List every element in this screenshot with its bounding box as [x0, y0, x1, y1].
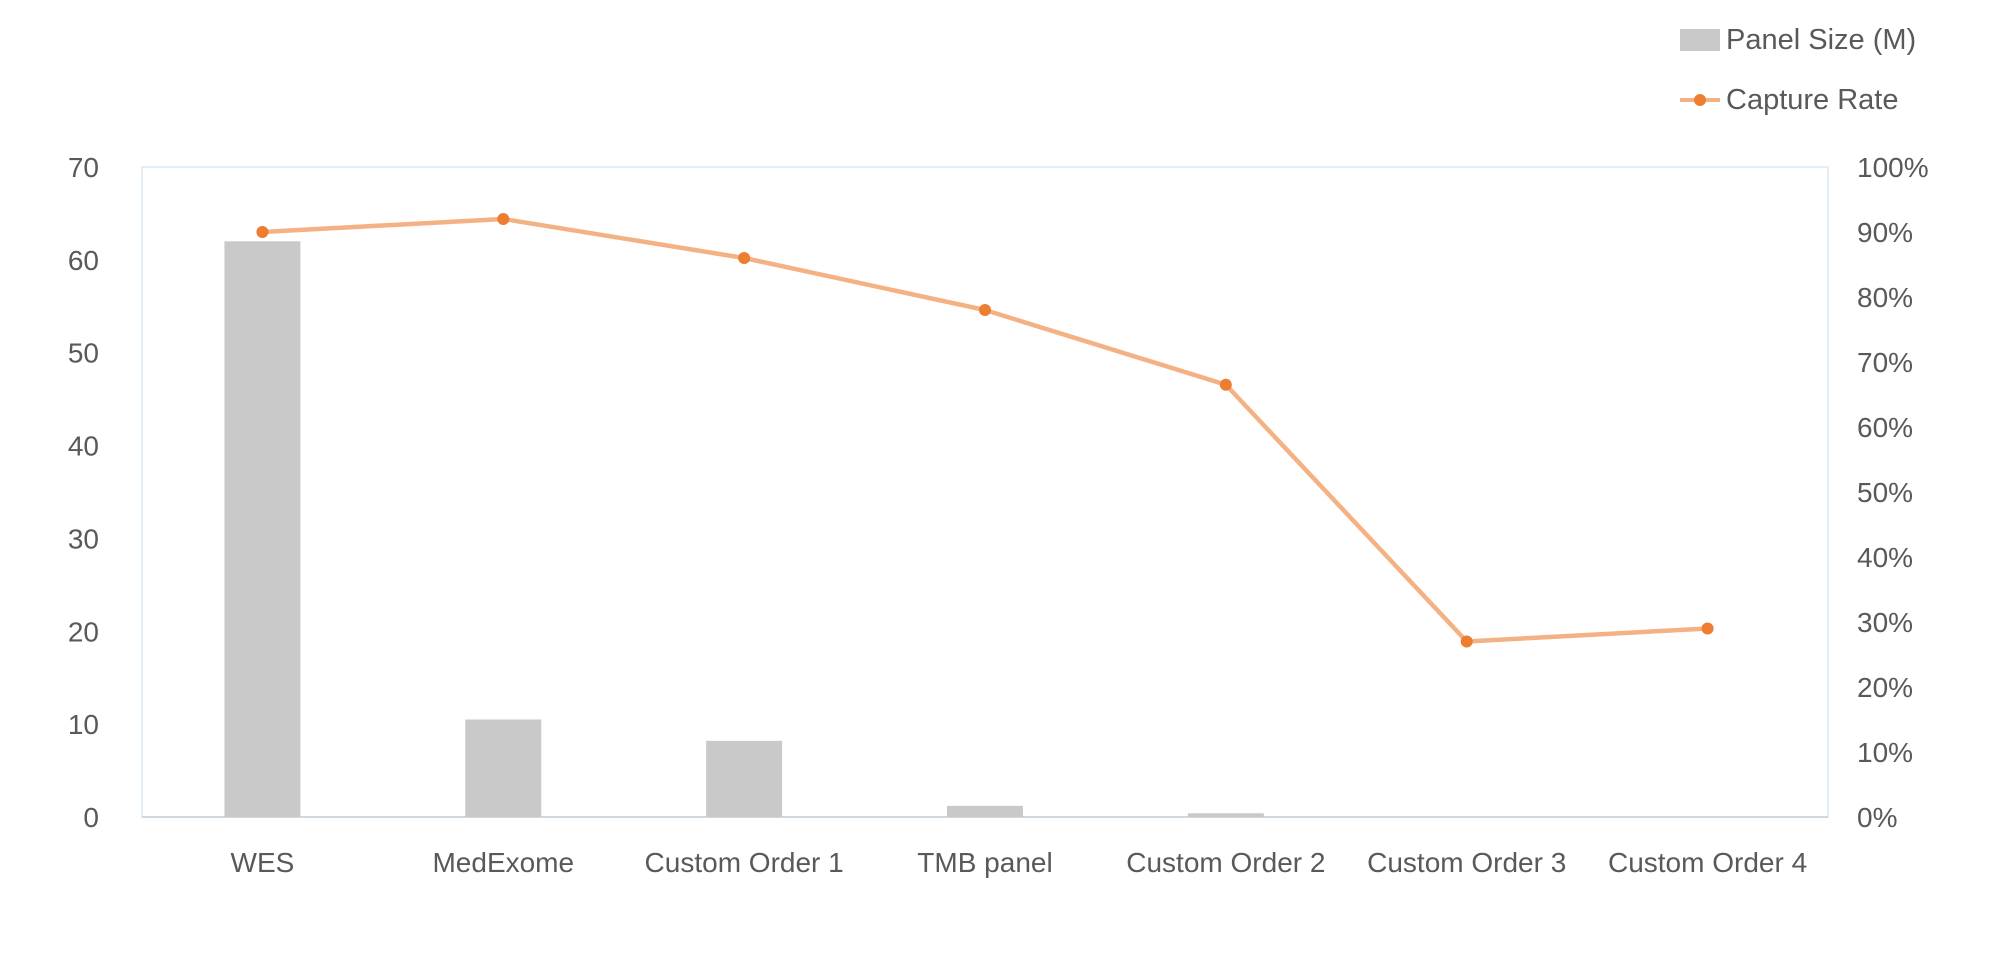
x-axis-tick-label: MedExome	[432, 847, 574, 878]
capture-rate-point-custom-order-3	[1460, 635, 1473, 648]
legend-bar-swatch	[1680, 29, 1720, 51]
right-axis-tick-label: 10%	[1857, 737, 1913, 768]
right-axis-tick-label: 60%	[1857, 412, 1913, 443]
left-axis-tick-label: 40	[68, 431, 99, 462]
capture-rate-point-custom-order-1	[738, 252, 751, 264]
x-axis-tick-label: Custom Order 3	[1367, 847, 1566, 878]
bar-wes	[224, 241, 301, 818]
legend-item-panel-size: Panel Size (M)	[1680, 10, 1980, 70]
x-axis-tick-label: Custom Order 1	[645, 847, 844, 878]
right-axis-tick-label: 100%	[1857, 152, 1929, 183]
x-axis-tick-label: TMB panel	[917, 847, 1052, 878]
legend-line-swatch	[1680, 89, 1720, 111]
bar-tmb-panel	[947, 805, 1023, 817]
x-axis-tick-label: Custom Order 4	[1608, 847, 1807, 878]
left-axis-tick-label: 20	[68, 616, 99, 647]
capture-rate-point-tmb-panel	[979, 304, 991, 316]
left-axis-tick-label: 0	[83, 802, 99, 833]
right-axis-tick-label: 30%	[1857, 607, 1913, 638]
legend-item-capture-rate: Capture Rate	[1680, 70, 1980, 130]
right-axis-tick-label: 70%	[1857, 347, 1913, 378]
left-axis-tick-label: 50	[68, 338, 99, 369]
right-axis-tick-label: 90%	[1857, 217, 1913, 248]
right-axis-tick-label: 0%	[1857, 802, 1897, 833]
bar-medexome	[465, 719, 542, 817]
legend-label-capture-rate: Capture Rate	[1726, 83, 1899, 116]
left-axis-tick-label: 70	[68, 152, 99, 183]
right-axis-tick-label: 50%	[1857, 477, 1913, 508]
right-axis-tick-label: 20%	[1857, 672, 1913, 703]
left-axis-tick-label: 60	[68, 245, 99, 276]
capture-rate-point-custom-order-4	[1701, 622, 1714, 635]
capture-rate-point-wes	[256, 226, 269, 238]
bar-custom-order-1	[706, 740, 783, 817]
legend-label-panel-size: Panel Size (M)	[1726, 23, 1917, 56]
left-axis-tick-label: 30	[68, 523, 99, 554]
capture-rate-point-custom-order-2	[1219, 378, 1232, 391]
x-axis-tick-label: Custom Order 2	[1126, 847, 1325, 878]
plot-area-border	[141, 166, 1829, 818]
bar-custom-order-2	[1187, 813, 1264, 817]
capture-rate-line	[260, 216, 1710, 644]
chart-legend: Panel Size (M) Capture Rate	[1680, 10, 1980, 130]
x-axis-tick-label: WES	[231, 847, 295, 878]
left-axis-tick-label: 10	[68, 709, 99, 740]
capture-rate-point-medexome	[497, 213, 510, 225]
right-axis-tick-label: 40%	[1857, 542, 1913, 573]
right-axis-tick-label: 80%	[1857, 282, 1913, 313]
